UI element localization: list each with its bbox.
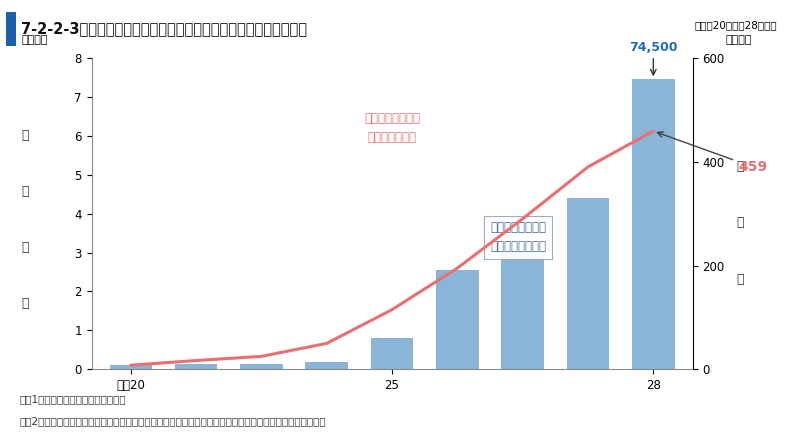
Bar	[567, 198, 609, 369]
Text: 数: 数	[21, 297, 29, 311]
Text: 注　1　法務省保護局の資料による。: 注 1 法務省保護局の資料による。	[20, 394, 127, 404]
Bar	[371, 338, 413, 369]
Bar	[501, 251, 544, 369]
Bar	[436, 270, 478, 369]
Bar	[175, 364, 217, 369]
Text: 設: 設	[737, 160, 744, 174]
Text: 更生保護サポート
センター利用回数: 更生保護サポート センター利用回数	[490, 221, 546, 253]
Text: 用: 用	[21, 185, 29, 198]
Text: 更生保護サポート
センター設置数: 更生保護サポート センター設置数	[364, 112, 420, 144]
Bar	[632, 79, 674, 369]
Text: 置: 置	[737, 216, 744, 230]
Text: （平成20年度〜28年度）: （平成20年度〜28年度）	[694, 20, 777, 30]
Text: 459: 459	[657, 132, 767, 174]
Text: 74,500: 74,500	[629, 41, 677, 54]
Bar	[306, 361, 348, 369]
Text: （箇所）: （箇所）	[726, 36, 752, 45]
Text: 2　利用回数は，保護観察対象者との面接（集団処遇を含む。），処遇協議等による利用の合計である。: 2 利用回数は，保護観察対象者との面接（集団処遇を含む。），処遇協議等による利用…	[20, 416, 326, 426]
Text: 数: 数	[737, 272, 744, 286]
Text: 7-2-2-3図　更生保護サポートセンターの設置数・利用回数の推移: 7-2-2-3図 更生保護サポートセンターの設置数・利用回数の推移	[21, 21, 307, 36]
Bar	[110, 365, 152, 369]
Text: 利: 利	[21, 129, 29, 142]
Text: （万回）: （万回）	[21, 36, 48, 45]
Text: 回: 回	[21, 241, 29, 255]
Bar	[240, 364, 283, 369]
